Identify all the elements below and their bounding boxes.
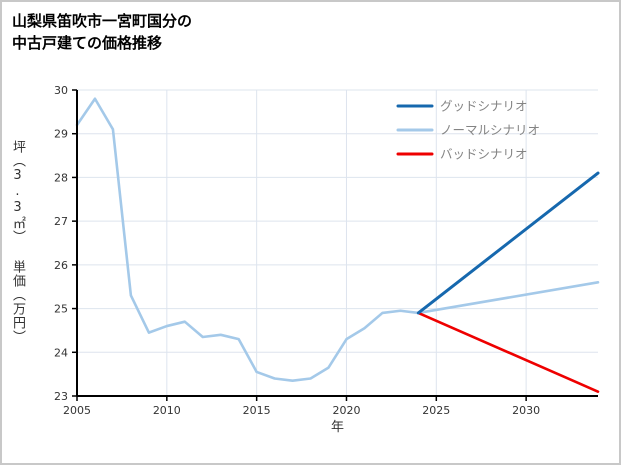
x-tick-label: 2020 [332,404,360,417]
y-tick-label: 24 [54,346,68,359]
series-line-good-scenario [416,171,600,315]
series-line-bad-scenario [417,311,600,393]
y-axis-label: 坪（3.3㎡） 単価（万円） [10,140,25,344]
series-line-normal-scenario [75,97,600,383]
x-tick-label: 2030 [512,404,540,417]
legend-label-good-scenario: グッドシナリオ [440,99,528,114]
y-tick-label: 26 [54,259,68,272]
y-tick-label: 25 [54,303,68,316]
x-tick-label: 2010 [153,404,181,417]
y-tick-label: 23 [54,390,68,403]
x-tick-label: 2015 [243,404,271,417]
y-tick-label: 27 [54,215,68,228]
x-tick-label: 2005 [63,404,91,417]
y-tick-label: 28 [54,171,68,184]
legend-label-bad-scenario: バッドシナリオ [440,147,528,162]
x-axis-label: 年 [330,420,344,435]
legend-label-normal-scenario: ノーマルシナリオ [440,123,540,138]
y-tick-label: 30 [54,84,68,97]
y-tick-label: 29 [54,128,68,141]
chart-title: 山梨県笛吹市一宮町国分の 中古戸建ての価格推移 [12,12,193,52]
x-tick-label: 2025 [422,404,450,417]
